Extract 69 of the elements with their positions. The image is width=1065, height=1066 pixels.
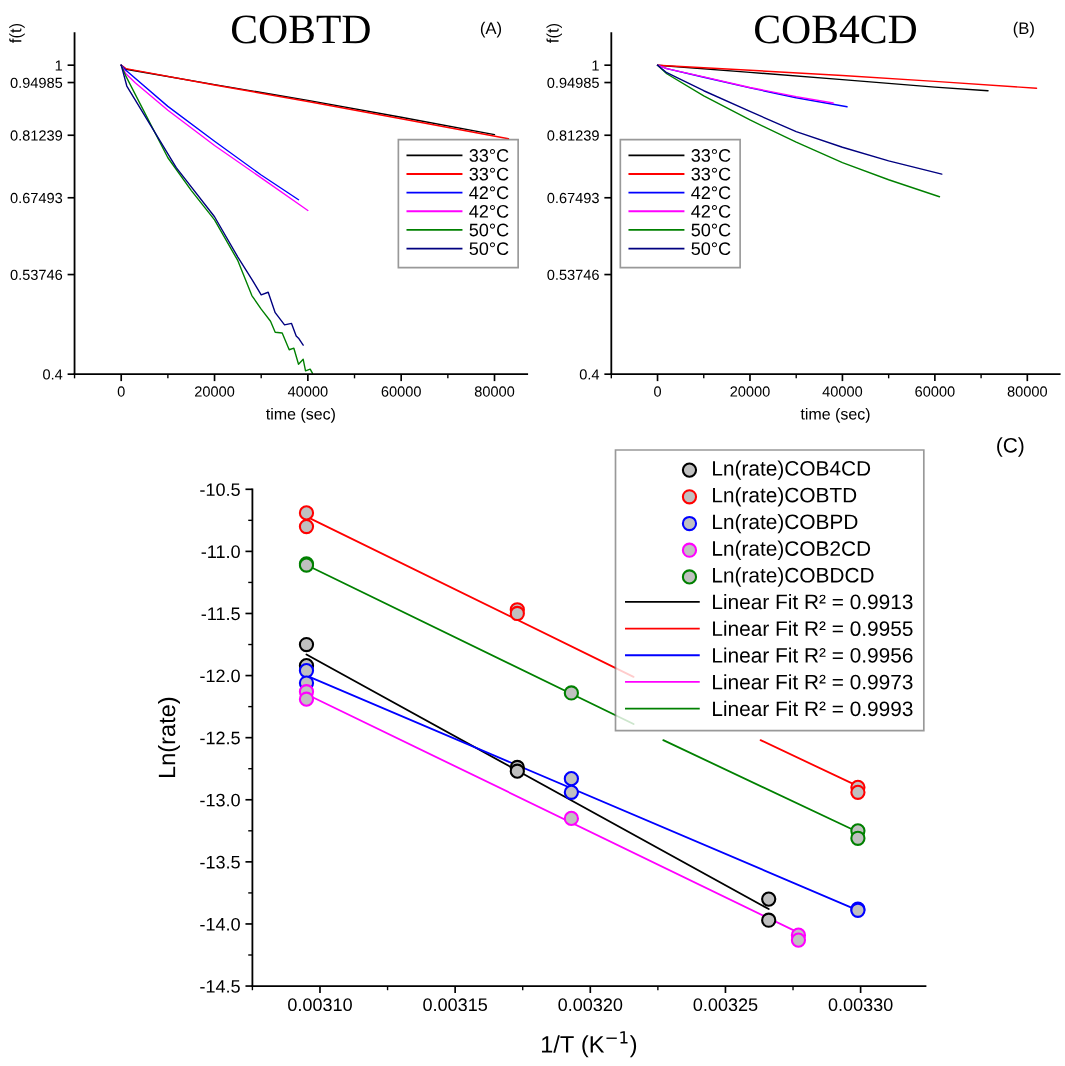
- legend-label: 50°C: [691, 223, 731, 237]
- legend-label: Linear Fit R² = 0.9955: [713, 620, 913, 637]
- chart-title: COBTD: [231, 15, 370, 44]
- y-tick-label: 0.53746: [10, 269, 63, 280]
- y-axis-title: f(t): [9, 23, 25, 43]
- x-tick-label: 0: [654, 386, 662, 397]
- legend-label: 50°C: [469, 242, 509, 256]
- y-tick-label: -14.5: [200, 980, 240, 993]
- legend-label: 42°C: [691, 186, 731, 200]
- legend-label: Ln(rate)COB4CD: [713, 460, 871, 480]
- legend-label: 42°C: [691, 204, 731, 218]
- legend-label: Linear Fit R² = 0.9913: [713, 594, 913, 610]
- y-tick-label: 1: [592, 60, 599, 71]
- legend-label: 42°C: [469, 186, 509, 200]
- y-tick-label: 1: [55, 60, 63, 71]
- annotation: (A): [480, 21, 502, 38]
- y-tick-label: -13.5: [200, 855, 240, 869]
- x-tick-label: 80000: [474, 386, 515, 397]
- legend-label: 33°C: [691, 167, 731, 181]
- legend-label: Linear Fit R² = 0.9993: [713, 700, 913, 717]
- x-axis-title: time (sec): [800, 407, 870, 423]
- y-tick-label: 0.4: [579, 369, 600, 380]
- x-axis-title: time (sec): [266, 407, 335, 423]
- legend-label: 33°C: [469, 149, 509, 162]
- y-tick-label: 0.67493: [547, 192, 599, 204]
- x-tick-label: 60000: [915, 386, 955, 397]
- legend-label: Linear Fit R² = 0.9973: [713, 674, 913, 690]
- x-tick-label: 0.00310: [288, 998, 352, 1012]
- y-tick-label: 0.81239: [547, 130, 599, 141]
- x-tick-label: 0: [117, 386, 125, 397]
- legend-label: Ln(rate)COBPD: [713, 513, 858, 534]
- x-tick-label: 20000: [730, 386, 770, 397]
- text: (C): [997, 437, 1024, 457]
- y-tick-label: 0.81239: [10, 130, 63, 141]
- x-tick-label: 80000: [1007, 386, 1048, 397]
- x-axis-title: 1/T (K$^{−1}$): [541, 1031, 637, 1058]
- x-tick-label: 0.00320: [558, 998, 623, 1012]
- x-tick-label: 40000: [287, 386, 328, 397]
- y-tick-label: -12.0: [200, 669, 240, 683]
- y-tick-label: 0.94985: [547, 77, 599, 88]
- y-tick-label: 0.53746: [547, 269, 599, 280]
- legend-label: 50°C: [469, 223, 509, 237]
- legend-label: Ln(rate)COB2CD: [713, 540, 871, 560]
- legend-label: 42°C: [469, 204, 509, 218]
- y-tick-label: -11.0: [201, 545, 240, 559]
- legend-label: 33°C: [691, 149, 731, 162]
- x-tick-label: 0.00315: [423, 998, 488, 1012]
- y-tick-label: 0.4: [43, 369, 63, 380]
- y-tick-label: 0.94985: [10, 77, 63, 88]
- x-tick-label: 0.00325: [693, 998, 758, 1012]
- y-tick-label: -13.0: [200, 793, 240, 807]
- y-tick-label: -12.5: [200, 731, 240, 745]
- legend-label: 33°C: [469, 167, 509, 181]
- y-tick-label: -14.0: [200, 917, 240, 931]
- y-axis-title: f(t): [546, 23, 562, 43]
- x-tick-label: 20000: [195, 386, 235, 397]
- y-tick-label: -10.5: [200, 483, 240, 497]
- x-tick-label: 60000: [381, 386, 421, 397]
- legend-label: 50°C: [691, 242, 731, 256]
- legend-label: Ln(rate)COBTD: [713, 487, 857, 507]
- chart-title: COB4CD: [755, 15, 917, 44]
- annotation: (B): [1013, 21, 1034, 38]
- legend-label: Ln(rate)COBDCD: [713, 567, 874, 587]
- y-tick-label: -11.5: [201, 607, 240, 621]
- legend-label: Linear Fit R² = 0.9956: [713, 647, 913, 663]
- y-tick-label: 0.67493: [10, 192, 63, 204]
- y-axis-title: Ln(rate): [158, 697, 180, 778]
- x-tick-label: 0.00330: [828, 998, 893, 1012]
- x-tick-label: 40000: [822, 386, 863, 397]
